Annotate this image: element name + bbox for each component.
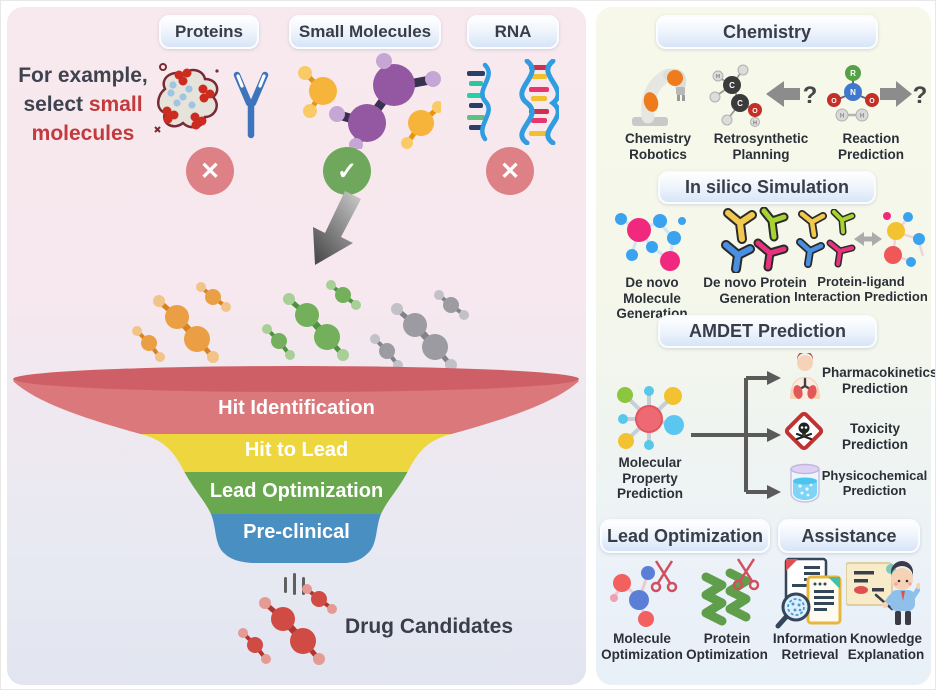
funnel-stage-pre-clinical: Pre-clinical: [243, 521, 350, 543]
svg-text:N: N: [850, 88, 856, 97]
rna-reject-mark: ✕: [486, 147, 534, 195]
drug-candidates-label: Drug Candidates: [345, 615, 514, 638]
category-proteins: Proteins: [159, 15, 259, 49]
svg-text:H: H: [860, 114, 864, 120]
knowledge-explanation-icon: [846, 561, 920, 625]
scissors-icon: [650, 560, 678, 593]
proteins-icon: [154, 63, 269, 139]
section-chemistry: Chemistry: [656, 15, 878, 49]
knowledge-explanation-label: Knowledge Explanation: [847, 631, 925, 662]
category-rna: RNA: [467, 15, 559, 49]
section-leadopt: Lead Optimization: [600, 519, 770, 553]
section-chemistry-title: Chemistry: [722, 21, 812, 42]
retrosynthetic-planning-icon: C C O H H ?: [709, 64, 818, 127]
svg-text:H: H: [753, 121, 757, 127]
chemistry-robotics-label: Chemistry Robotics: [624, 131, 692, 162]
note-line1: For example,: [18, 64, 148, 87]
scissors-icon: [732, 558, 760, 591]
section-assistance: Assistance: [778, 519, 920, 553]
protein-ligand-interaction-prediction-label: Protein-ligand Interaction Prediction: [794, 274, 928, 304]
funnel-stage-hit-to-lead: Hit to Lead: [244, 439, 349, 461]
funnel-stage-hit-identification: Hit Identification: [218, 397, 375, 419]
de-novo-molecule-icon: [615, 213, 686, 271]
category-small-molecules-label: Small Molecules: [298, 22, 432, 41]
reaction-prediction-label: Reaction Prediction: [837, 131, 904, 162]
svg-text:O: O: [831, 98, 837, 105]
molecule-optimization-icon: [610, 560, 678, 627]
svg-text:O: O: [869, 98, 875, 105]
category-rna-label: RNA: [494, 22, 532, 41]
rna-icon: [467, 59, 559, 145]
small-molecules-accept-mark: ✓: [323, 147, 371, 195]
left-arrow-icon: [766, 81, 800, 107]
de-novo-protein-generation-label: De novo Protein Generation: [703, 275, 807, 306]
small-molecules-icon: [298, 53, 441, 149]
molecule-optimization-label: Molecule Optimization: [601, 631, 683, 662]
physicochemical-icon: [790, 463, 820, 503]
reaction-prediction-icon: R N O O H H ?: [827, 65, 926, 122]
category-small-molecules: Small Molecules: [289, 15, 441, 49]
section-assistance-title: Assistance: [801, 525, 897, 546]
svg-text:C: C: [729, 81, 735, 90]
svg-text:R: R: [850, 69, 856, 78]
chemistry-robotics-icon: [632, 68, 687, 126]
section-amdet-title: AMDET Prediction: [688, 321, 846, 341]
molecular-property-prediction-icon: [617, 386, 684, 450]
physicochemical-prediction-label: Physicochemical Prediction: [821, 468, 928, 498]
note-line2-red: small: [88, 93, 143, 116]
funnel-shape: [13, 366, 579, 563]
protein-optimization-icon: [701, 558, 760, 626]
section-insilico-title: In silico Simulation: [684, 177, 850, 197]
category-proteins-label: Proteins: [174, 22, 244, 41]
question-mark: ?: [803, 82, 818, 109]
pharmacokinetics-icon: [790, 353, 820, 400]
section-leadopt-title: Lead Optimization: [606, 525, 763, 546]
svg-text:H: H: [840, 114, 844, 120]
gray-molecule-cluster-icon: [370, 290, 469, 371]
magnifier-icon: [781, 592, 811, 622]
toxicity-icon: [784, 411, 824, 451]
information-retrieval-icon: [775, 557, 842, 629]
toxicity-prediction-label: Toxicity Prediction: [841, 421, 908, 452]
information-retrieval-label: Information Retrieval: [772, 631, 848, 662]
branch-arrows: [691, 371, 781, 499]
example-note: For example, select small molecules: [7, 61, 159, 148]
green-molecule-cluster-icon: [262, 280, 361, 361]
note-line2-plain: select: [23, 93, 89, 116]
retrosynthetic-planning-label: Retrosynthetic Planning: [713, 131, 809, 162]
protein-ligand-interaction-icon: [796, 209, 925, 268]
x-icon: ✕: [499, 157, 521, 185]
drug-discovery-funnel: Hit Identification Hit to Lead Lead Opti…: [9, 363, 584, 573]
x-icon: ✕: [199, 157, 221, 185]
protein-optimization-label: Protein Optimization: [686, 631, 768, 662]
section-insilico: In silico Simulation: [658, 171, 876, 204]
question-mark: ?: [913, 82, 926, 109]
note-line3-red: molecules: [31, 122, 135, 145]
section-amdet: AMDET Prediction: [658, 315, 877, 348]
drug-candidates-molecule-icon: [238, 584, 337, 665]
pharmacokinetics-prediction-label: Pharmacokinetics Prediction: [822, 365, 936, 396]
de-novo-protein-icon: [721, 207, 789, 273]
drip-mark: [293, 573, 296, 595]
capabilities-panel: Chemistry Chemistry Robotics C C O: [596, 7, 936, 685]
svg-text:O: O: [752, 108, 758, 115]
drip-mark: [284, 577, 287, 593]
svg-text:H: H: [716, 74, 720, 80]
orange-molecule-cluster-icon: [132, 282, 231, 363]
molecular-property-prediction-label: Molecular Property Prediction: [616, 455, 683, 502]
funnel-stage-lead-optimization: Lead Optimization: [209, 480, 384, 502]
drug-discovery-panel: Proteins Small Molecules RNA For example…: [7, 7, 586, 685]
proteins-reject-mark: ✕: [186, 147, 234, 195]
check-icon: ✓: [336, 157, 358, 185]
right-arrow-icon: [880, 81, 912, 107]
selection-arrow-icon: [313, 191, 361, 265]
svg-text:C: C: [737, 99, 743, 108]
